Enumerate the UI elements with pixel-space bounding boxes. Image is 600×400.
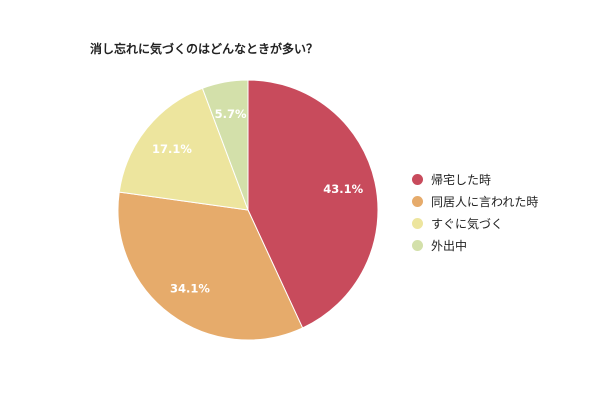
pie-slice-1: [117, 191, 304, 341]
pie-slice-2: [118, 87, 249, 211]
chart-legend: 帰宅した時同居人に言われた時 すぐに気づく 外出中: [412, 168, 538, 256]
legend-label-1: 同居人に言われた時: [431, 194, 539, 209]
legend-label-0: 帰宅した時: [431, 172, 492, 187]
legend-label-3: 外出中: [431, 238, 468, 253]
legend-item-2: すぐに気づく: [412, 212, 538, 234]
pie-slice-0: [247, 79, 379, 329]
legend-swatch-0: [412, 173, 423, 185]
pie-slice-3: [201, 79, 249, 211]
legend-item-3: 外出中: [412, 234, 538, 256]
slice-value-label-0: 43.1%: [323, 182, 363, 196]
legend-swatch-2: [412, 217, 423, 229]
legend-item-0: 帰宅した時: [412, 168, 538, 190]
legend-swatch-3: [412, 239, 423, 251]
chart-title: 消し忘れに気づくのはどんなときが多い？: [90, 42, 319, 56]
legend-label-2: すぐに気づく: [431, 216, 504, 231]
slice-value-label-2: 17.1%: [152, 142, 192, 156]
slice-value-label-3: 5.7%: [215, 107, 247, 121]
slice-value-label-1: 34.1%: [170, 281, 210, 295]
legend-swatch-1: [412, 195, 423, 207]
legend-item-1: 同居人に言われた時: [412, 190, 538, 212]
